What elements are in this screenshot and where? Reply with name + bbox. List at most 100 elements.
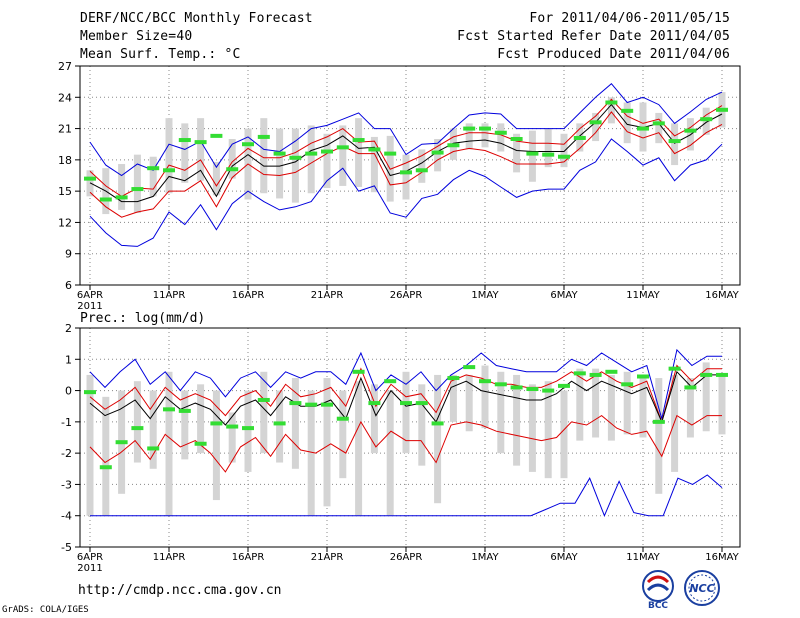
temperature-member-range-bar — [592, 112, 600, 142]
precipitation-observed-marker — [368, 401, 381, 406]
temperature-observed-marker — [242, 142, 254, 147]
precipitation-member-range-bar — [212, 390, 220, 501]
precipitation-member-range-bar — [402, 371, 410, 454]
precipitation-xtick-label: 16APR — [232, 552, 265, 563]
precipitation-member-range-bar — [165, 371, 173, 516]
logos: BCC NCC — [642, 570, 720, 611]
precipitation-xtick-label: 11APR — [153, 552, 186, 563]
temperature-ytick-label: 6 — [65, 279, 72, 292]
temperature-xtick-label: 26APR — [390, 290, 423, 301]
precipitation-observed-marker — [637, 374, 649, 379]
precipitation-observed-marker — [447, 376, 460, 381]
precipitation-observed-marker — [178, 408, 191, 413]
temperature-xtick-label: 21APR — [311, 290, 344, 301]
temperature-xtick-label: 16MAY — [705, 290, 739, 301]
precipitation-member-range-bar — [197, 384, 205, 454]
temperature-member-range-bar — [607, 97, 615, 124]
precipitation-plot-frame — [79, 327, 741, 548]
precipitation-member-range-bar — [276, 390, 284, 463]
precipitation-observed-marker — [479, 379, 491, 384]
temperature-observed-marker — [210, 133, 223, 138]
precipitation-observed-marker — [305, 402, 318, 407]
temperature-observed-marker — [463, 126, 476, 131]
temperature-ytick-label: 24 — [58, 91, 72, 104]
bcc-logo-text: BCC — [648, 601, 668, 611]
temperature-observed-marker — [194, 140, 207, 145]
temperature-ytick-label: 21 — [58, 123, 72, 136]
precipitation-spread-upper-line — [89, 364, 722, 424]
temperature-member-range-bar — [434, 139, 442, 172]
temperature-member-range-bar — [260, 118, 268, 194]
temperature-observed-marker — [652, 121, 665, 126]
ncc-logo-text: NCC — [689, 582, 714, 595]
temperature-spread-upper-line — [89, 98, 723, 197]
precipitation-observed-marker — [257, 397, 270, 402]
precipitation-observed-marker — [273, 421, 286, 426]
bcc-logo: BCC — [642, 570, 674, 611]
precipitation-observed-marker — [668, 366, 681, 371]
temperature-observed-marker — [542, 152, 555, 157]
precipitation-member-range-bar — [465, 374, 473, 432]
temperature-observed-marker — [99, 197, 112, 202]
precipitation-observed-marker — [526, 387, 539, 392]
precipitation-observed-marker — [621, 382, 634, 387]
temperature-observed-marker — [163, 168, 175, 173]
precipitation-member-range-bar — [370, 384, 378, 454]
temperature-observed-marker — [415, 168, 428, 173]
precipitation-member-range-bar — [133, 381, 141, 463]
precipitation-observed-marker — [289, 401, 302, 406]
precipitation-ytick-label: 2 — [65, 322, 72, 335]
temperature-xtick-label: 11MAY — [626, 290, 660, 301]
temperature-member-range-bar — [513, 133, 521, 173]
precipitation-member-range-bar — [355, 381, 363, 516]
temperature-observed-marker — [368, 147, 381, 152]
temperature-member-range-bar — [702, 107, 710, 135]
precipitation-member-range-bar — [386, 390, 394, 516]
precipitation-xtick-year-label: 2011 — [77, 563, 102, 574]
precipitation-member-range-bar — [102, 396, 110, 516]
temperature-member-range-bar — [370, 136, 378, 193]
forecast-produced-date: Fcst Produced Date 2011/04/06 — [497, 47, 730, 62]
precipitation-member-range-bar — [592, 368, 600, 438]
precipitation-ensemble-mean-line — [89, 370, 722, 426]
temperature-observed-marker — [321, 149, 333, 154]
temperature-member-range-bar — [339, 125, 347, 186]
precipitation-spread-lower-line — [89, 414, 722, 473]
precipitation-member-range-bar — [291, 378, 299, 469]
temperature-observed-marker — [621, 108, 634, 113]
temperature-member-range-bar — [228, 139, 236, 179]
temperature-member-range-bar — [497, 123, 505, 152]
precipitation-xtick-label: 6MAY — [550, 552, 578, 563]
temperature-member-range-bar — [149, 156, 157, 197]
temperature-ytick-label: 27 — [58, 60, 72, 73]
temperature-observed-marker — [384, 151, 397, 156]
precipitation-observed-marker — [700, 372, 713, 377]
temperature-observed-marker — [605, 100, 618, 105]
precipitation-member-range-bar — [228, 412, 236, 463]
forecast-period: For 2011/04/06-2011/05/15 — [529, 11, 730, 26]
temperature-member-range-bar — [481, 123, 489, 148]
precipitation-member-range-bar — [307, 390, 315, 516]
temperature-xtick-label: 11APR — [153, 290, 186, 301]
precipitation-observed-marker — [336, 416, 349, 421]
temperature-member-range-bar — [212, 161, 220, 196]
precipitation-observed-marker — [384, 379, 397, 384]
temperature-member-range-bar — [671, 123, 679, 166]
precipitation-observed-marker — [99, 465, 112, 470]
precipitation-member-range-bar — [718, 374, 726, 435]
precipitation-observed-marker — [352, 369, 365, 374]
variable-label: Mean Surf. Temp.: °C — [80, 47, 241, 62]
precipitation-observed-marker — [194, 441, 207, 446]
temperature-observed-marker — [352, 138, 365, 143]
precipitation-observed-marker — [400, 401, 412, 406]
temperature-observed-marker — [479, 126, 491, 131]
precipitation-member-range-bar — [671, 374, 679, 472]
temperature-member-range-bar — [544, 128, 552, 168]
temperature-member-range-bar — [655, 112, 663, 144]
precipitation-member-range-bar — [86, 374, 94, 516]
temperature-observed-marker — [336, 145, 349, 150]
precipitation-member-range-bar — [449, 374, 457, 422]
temperature-member-range-bar — [197, 118, 205, 181]
temperature-observed-marker — [131, 187, 144, 192]
